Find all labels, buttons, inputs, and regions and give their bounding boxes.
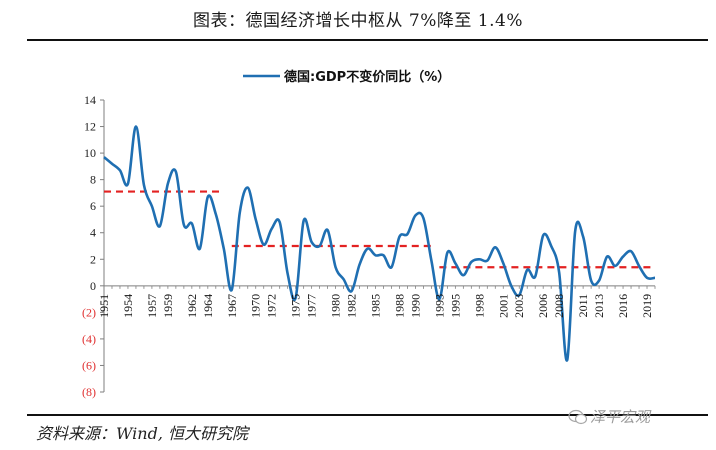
y-tick-label: 8 [90,173,96,187]
x-tick-label: 1982 [345,294,359,318]
y-tick-labels: 14 12 10 8 6 4 2 0 (2) (4) (6) (8) [82,93,96,399]
y-tick-label: 14 [84,93,96,107]
x-tick-label: 1988 [392,294,406,318]
x-tick-label: 1957 [145,294,159,318]
x-tick-label: 1954 [121,294,135,318]
x-tick-label: 2011 [576,294,590,318]
legend: 德国:GDP不变价同比（%） [243,69,450,85]
x-tick-label: 1962 [185,294,199,318]
x-tick-label: 2006 [536,294,550,318]
legend-label: 德国:GDP不变价同比（%） [284,69,450,85]
y-tick-label: 2 [90,252,96,266]
x-tick-label: 1980 [329,294,343,318]
gdp-growth-line [103,125,656,362]
x-tick-label: 1995 [448,294,462,318]
x-tick-label: 1972 [265,294,279,318]
x-tick-label: 2016 [616,294,630,318]
x-tick-label: 2013 [592,294,606,318]
y-tick-label: (6) [82,358,96,372]
source-note: 资料来源：Wind, 恒大研究院 [36,424,249,443]
y-tick-label: 6 [90,199,96,213]
x-tick-label: 2003 [512,294,526,318]
y-tick-label: (4) [82,332,96,346]
x-tick-label: 1977 [305,294,319,318]
x-tick-label: 1975 [289,294,303,318]
y-tick-label: 4 [90,226,96,240]
y-tick-label: 10 [84,146,96,160]
chart-title: 图表：德国经济增长中枢从 7%降至 1.4% [193,11,523,31]
x-tick-label: 1970 [249,294,263,318]
x-tick-label: 1951 [97,294,111,318]
x-tick-label: 1959 [161,294,175,318]
x-tick-label: 1993 [432,294,446,318]
top-rule [27,39,708,41]
y-tick-label: 12 [84,120,96,134]
series-layer [103,125,656,362]
x-tick-label: 1990 [408,294,422,318]
x-tick-label: 2008 [552,294,566,318]
x-tick-labels: 1951 1954 1957 1959 1962 1964 1967 1970 1972 1975… [97,294,654,318]
y-tick-label: (8) [82,385,96,399]
wechat-icon [568,409,588,425]
x-tick-label: 1985 [369,294,383,318]
x-tick-label: 1964 [201,294,215,318]
axes [100,99,656,393]
x-tick-label: 2001 [496,294,510,318]
watermark: 泽平宏观 [590,408,651,426]
x-tick-label: 1967 [225,294,239,318]
y-tick-label: 0 [90,279,96,293]
bottom-rule [27,414,708,416]
x-tick-label: 2019 [640,294,654,318]
y-tick-label: (2) [82,305,96,319]
x-tick-label: 1998 [472,294,486,318]
